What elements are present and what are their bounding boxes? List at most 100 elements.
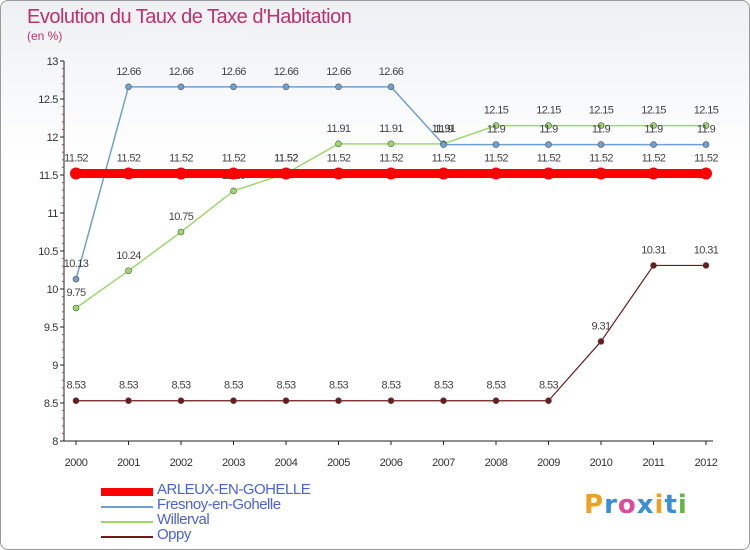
- y-tick-label: 10: [47, 284, 59, 296]
- y-tick-label: 12.5: [38, 94, 58, 106]
- data-point-willerval: [177, 228, 185, 236]
- data-point-arleux-en-gohelle: [280, 167, 292, 180]
- data-label-fresnoy-en-gohelle: 12.66: [169, 66, 194, 78]
- data-label-oppy: 9.31: [591, 320, 610, 332]
- data-label-oppy: 10.31: [694, 244, 719, 256]
- logo-letter: o: [617, 490, 637, 520]
- logo-letter: x: [636, 490, 655, 520]
- data-point-arleux-en-gohelle: [385, 167, 397, 180]
- data-point-willerval: [597, 122, 605, 129]
- data-point-fresnoy-en-gohelle: [335, 83, 342, 91]
- x-tick-label: 2008: [485, 457, 508, 469]
- data-point-fresnoy-en-gohelle: [440, 141, 447, 148]
- x-tick-label: 2004: [275, 457, 298, 469]
- data-label-fresnoy-en-gohelle: 11.9: [592, 124, 611, 136]
- data-point-fresnoy-en-gohelle: [230, 83, 237, 91]
- data-point-willerval: [72, 304, 80, 312]
- data-point-fresnoy-en-gohelle: [702, 141, 710, 148]
- data-label-willerval: 12.15: [484, 105, 509, 117]
- data-label-willerval: 10.75: [169, 211, 194, 223]
- data-label-fresnoy-en-gohelle: 11.9: [487, 124, 506, 136]
- y-tick-label: 8.5: [44, 398, 58, 410]
- data-point-fresnoy-en-gohelle: [597, 141, 605, 148]
- data-point-willerval: [650, 122, 657, 129]
- line-chart: 8 8.5 9 9.5 10 10.5 11 11.5 12 12.5 13 2000 2001 2002…: [38, 56, 719, 469]
- data-point-willerval: [387, 140, 395, 148]
- x-tick-label: 2003: [222, 457, 245, 469]
- proxiti-logo: Proxiti: [584, 490, 688, 520]
- x-tick-label: 2001: [117, 457, 140, 469]
- data-label-oppy: 8.53: [539, 380, 558, 392]
- data-point-arleux-en-gohelle: [700, 167, 712, 180]
- data-label-arleux-en-gohelle: 11.52: [379, 152, 403, 164]
- y-tick-label: 9: [52, 360, 58, 372]
- data-point-arleux-en-gohelle: [490, 167, 502, 180]
- data-point-fresnoy-en-gohelle: [72, 275, 80, 283]
- data-point-oppy: [125, 397, 132, 405]
- data-label-fresnoy-en-gohelle: 11.9: [697, 124, 716, 136]
- data-label-oppy: 8.53: [486, 380, 505, 392]
- legend-swatch: [101, 521, 153, 523]
- data-point-arleux-en-gohelle: [122, 167, 135, 180]
- data-point-fresnoy-en-gohelle: [282, 83, 290, 91]
- legend-label: Willerval: [157, 511, 210, 528]
- x-tick-label: 2005: [327, 457, 350, 469]
- data-point-willerval: [702, 122, 710, 129]
- data-point-willerval: [545, 122, 552, 129]
- y-tick-label: 8: [52, 436, 58, 448]
- data-point-arleux-en-gohelle: [595, 167, 607, 180]
- data-point-willerval: [335, 140, 342, 148]
- data-point-fresnoy-en-gohelle: [387, 83, 395, 91]
- x-tick-label: 2011: [642, 457, 664, 469]
- data-point-fresnoy-en-gohelle: [545, 141, 552, 148]
- data-point-oppy: [440, 397, 447, 405]
- data-label-oppy: 8.53: [329, 380, 348, 392]
- data-point-fresnoy-en-gohelle: [492, 141, 500, 148]
- data-point-oppy: [72, 397, 80, 405]
- logo-letter: P: [584, 490, 605, 520]
- data-point-arleux-en-gohelle: [437, 167, 450, 180]
- x-tick-label: 2007: [432, 457, 455, 469]
- data-label-arleux-en-gohelle: 11.52: [694, 152, 718, 164]
- data-label-fresnoy-en-gohelle: 10.13: [64, 258, 89, 270]
- logo-letter: i: [654, 490, 665, 520]
- data-point-fresnoy-en-gohelle: [650, 141, 657, 148]
- data-label-fresnoy-en-gohelle: 11.9: [434, 124, 453, 136]
- data-label-willerval: 12.15: [694, 105, 719, 117]
- data-label-arleux-en-gohelle: 11.52: [274, 152, 298, 164]
- x-tick-label: 2009: [537, 457, 560, 469]
- data-point-willerval: [492, 122, 500, 129]
- data-point-willerval: [125, 267, 132, 275]
- x-tick-label: 2006: [380, 457, 403, 469]
- data-point-oppy: [230, 397, 237, 405]
- data-point-willerval: [230, 187, 237, 195]
- data-point-fresnoy-en-gohelle: [125, 83, 132, 91]
- data-point-arleux-en-gohelle: [70, 167, 82, 180]
- data-label-willerval: 11.52: [274, 152, 298, 164]
- data-label-oppy: 8.53: [381, 380, 400, 392]
- legend-swatch: [101, 488, 153, 496]
- y-tick-label: 12: [47, 132, 59, 144]
- x-tick-label: 2002: [170, 457, 193, 469]
- data-label-oppy: 8.53: [434, 380, 453, 392]
- legend-swatch: [101, 536, 153, 538]
- data-label-willerval: 11.91: [327, 123, 351, 135]
- data-label-oppy: 8.53: [66, 380, 85, 392]
- data-label-willerval: 10.24: [116, 250, 141, 262]
- data-point-oppy: [492, 397, 500, 405]
- data-label-willerval: 12.15: [641, 105, 666, 117]
- data-label-fresnoy-en-gohelle: 12.66: [379, 66, 404, 78]
- data-label-arleux-en-gohelle: 11.52: [537, 152, 561, 164]
- x-tick-label: 2000: [65, 457, 88, 469]
- data-point-oppy: [650, 262, 657, 269]
- data-label-arleux-en-gohelle: 11.52: [327, 152, 351, 164]
- data-label-fresnoy-en-gohelle: 11.9: [539, 124, 558, 136]
- data-label-fresnoy-en-gohelle: 11.9: [644, 124, 663, 136]
- data-label-arleux-en-gohelle: 11.52: [642, 152, 666, 164]
- data-point-arleux-en-gohelle: [175, 167, 187, 180]
- data-point-oppy: [335, 397, 342, 405]
- chart-title: Evolution du Taux de Taxe d'Habitation: [27, 6, 352, 28]
- data-point-arleux-en-gohelle: [227, 167, 240, 180]
- data-point-oppy: [597, 338, 605, 345]
